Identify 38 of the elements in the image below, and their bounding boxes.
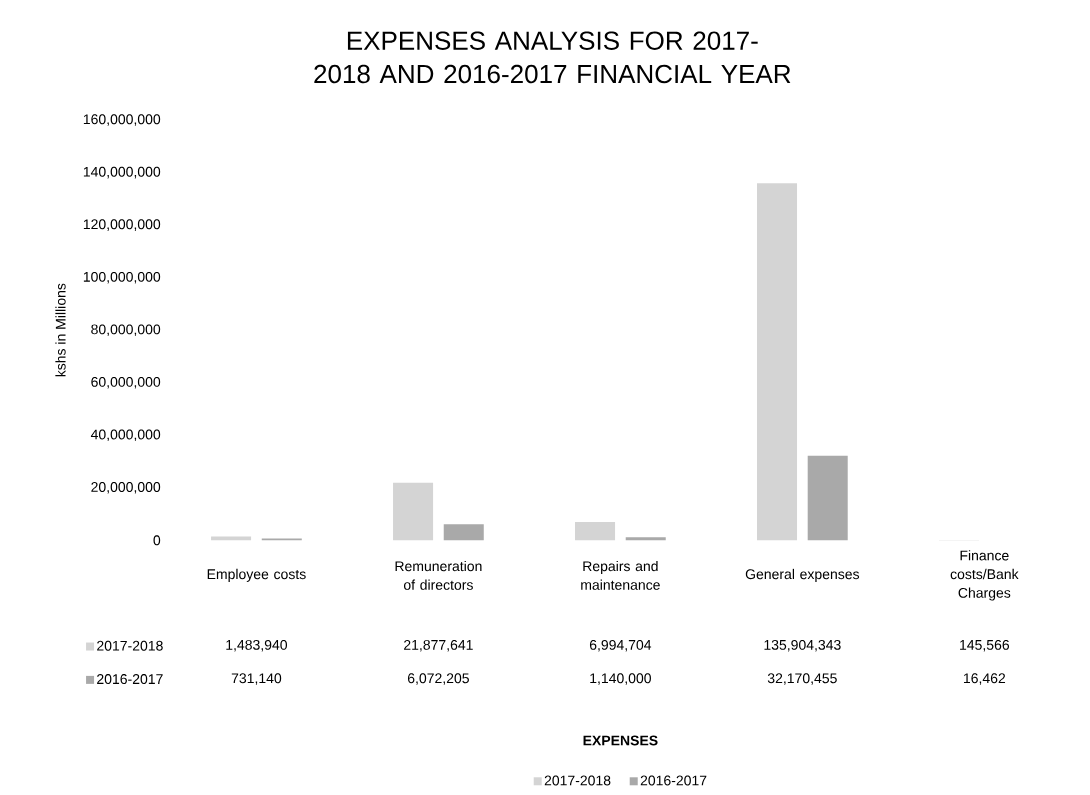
bar (757, 183, 798, 541)
x-tick-label: Employee costs (207, 568, 306, 582)
y-axis-title: kshs in Millions (55, 283, 66, 377)
data-label: 145,566 (960, 639, 1010, 652)
y-tick-label: 60,000,000 (91, 376, 161, 389)
text: 2016-2017 (640, 775, 707, 786)
y-tick-label: 100,000,000 (83, 271, 161, 284)
bar (575, 521, 616, 541)
y-tick-label: 140,000,000 (83, 166, 161, 179)
y-tick-label: 120,000,000 (83, 219, 161, 231)
data-label: 1,140,000 (590, 673, 651, 685)
bar (211, 536, 252, 541)
legend-label: 2016-2017 (97, 674, 163, 684)
data-label: 1,483,940 (226, 639, 288, 652)
bar (807, 455, 848, 541)
x-tick-label: Repairs and maintenance (581, 560, 660, 590)
x-tick-label: Finance costs/Bank Charges (950, 550, 1019, 601)
legend-label: 2017-2018 (97, 640, 163, 651)
y-tick-label: 0 (153, 535, 161, 546)
bar (625, 537, 666, 541)
x-tick-label: Remuneration of directors (395, 560, 482, 590)
data-label: 6,994,704 (589, 639, 652, 652)
bar (443, 524, 484, 541)
text: EXPENSES (583, 735, 658, 746)
data-label: 6,072,205 (407, 673, 469, 685)
data-label: 731,140 (231, 673, 282, 685)
data-label: 21,877,641 (404, 639, 473, 652)
text: 2017-2018 (544, 775, 611, 786)
data-label: 135,904,343 (764, 639, 841, 652)
x-tick-label: General expenses (745, 568, 860, 582)
data-label: 16,462 (963, 673, 1006, 685)
y-tick-label: 40,000,000 (90, 429, 161, 441)
y-tick-label: 20,000,000 (91, 481, 161, 494)
y-tick-label: 80,000,000 (91, 324, 161, 336)
data-label: 32,170,455 (767, 673, 837, 685)
y-tick-label: 160,000,000 (83, 114, 161, 126)
bar (393, 482, 434, 541)
chart-title: EXPENSES ANALYSIS FOR 2017-2018 AND 2016-2017 FINANCIAL YEAR (314, 31, 791, 84)
